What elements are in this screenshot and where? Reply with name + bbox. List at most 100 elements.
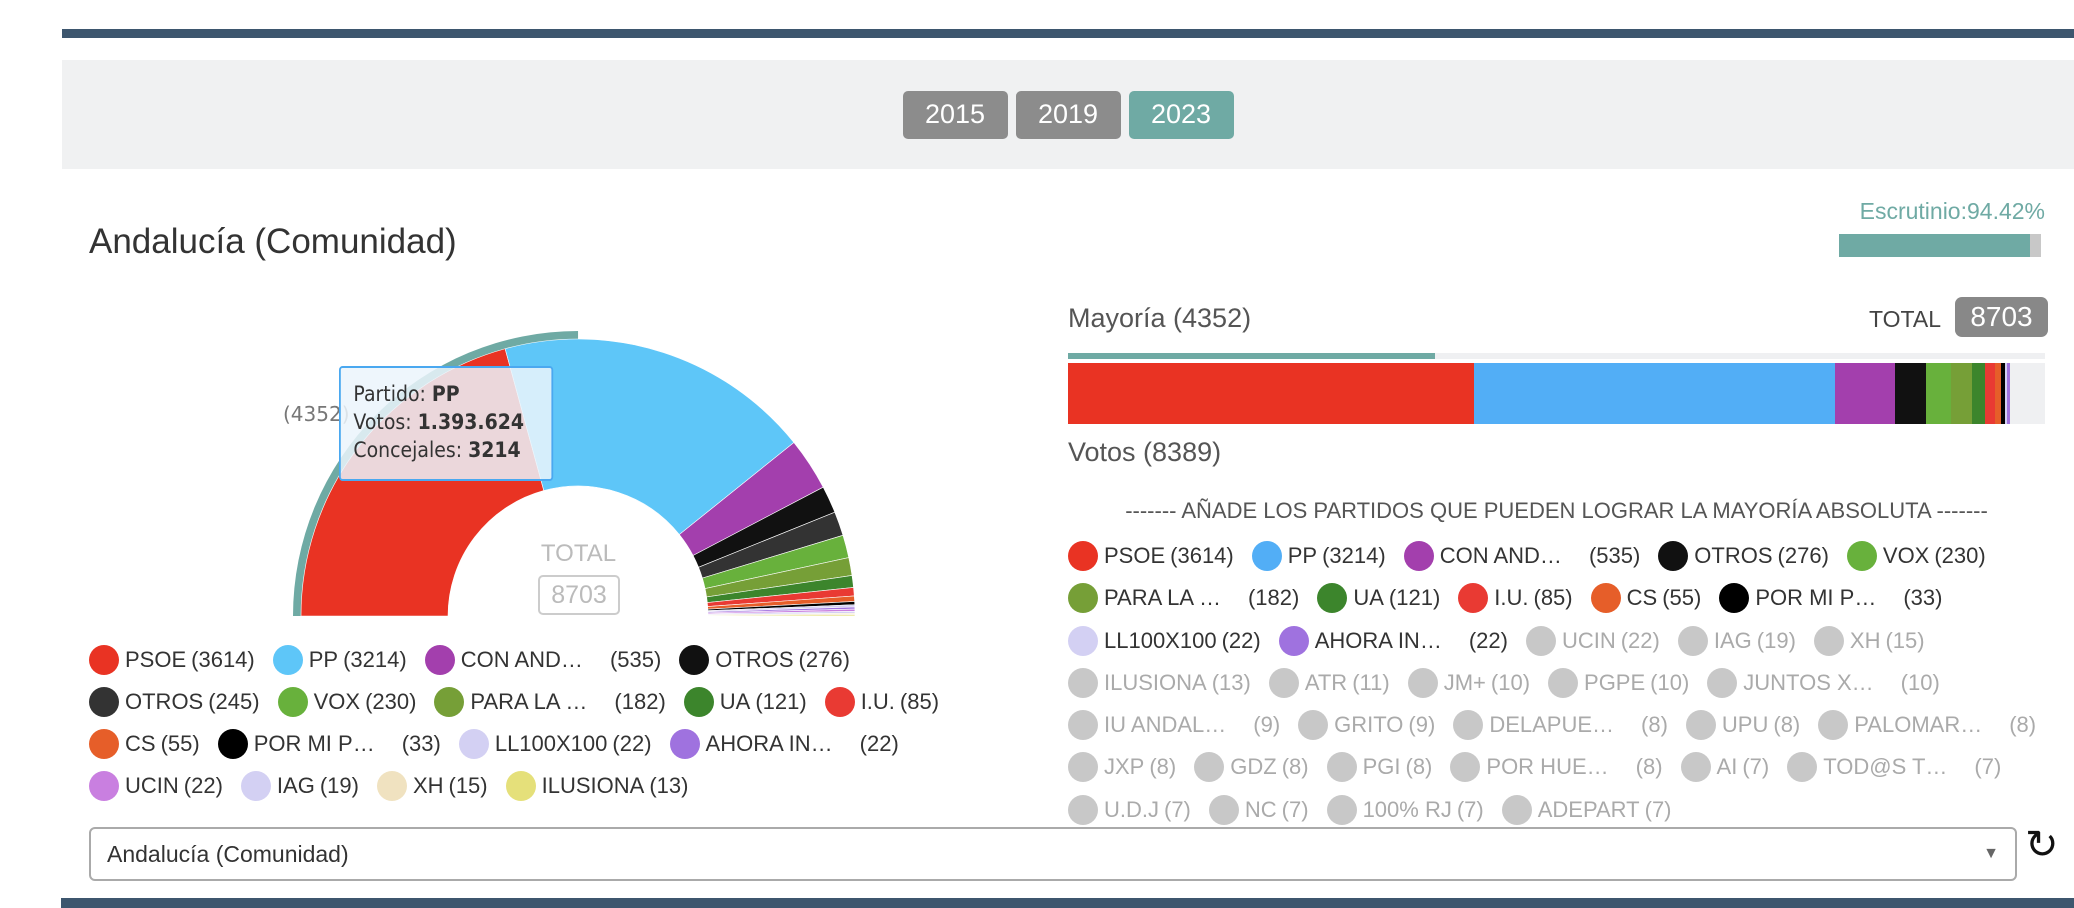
party-seats: (22) — [1221, 627, 1261, 653]
party-seats: (55) — [1662, 585, 1702, 611]
legend-item[interactable]: NC (7) — [1208, 794, 1309, 825]
legend-item[interactable]: UA (121) — [1317, 583, 1440, 614]
legend-item[interactable]: PARA LA … (182) — [1068, 583, 1300, 614]
legend-item[interactable]: AHORA IN… (22) — [669, 729, 899, 759]
party-color-dot — [1251, 541, 1282, 571]
legend-item[interactable]: CS (55) — [89, 729, 200, 759]
party-name: PARA LA … — [1104, 585, 1221, 611]
legend-item[interactable]: DELAPUE… (8) — [1453, 710, 1668, 741]
legend-item[interactable]: UA (121) — [683, 687, 807, 717]
legend-item[interactable]: OTROS (276) — [679, 645, 850, 675]
stacked-bar-segment[interactable] — [1985, 363, 1995, 424]
legend-item[interactable]: POR MI P… (33) — [1719, 583, 1943, 614]
legend-item[interactable]: VOX (230) — [1846, 541, 1986, 571]
party-color-dot — [505, 771, 536, 801]
legend-item[interactable]: PALOMAR… (8) — [1818, 710, 2036, 741]
legend-item[interactable]: JM+ (10) — [1407, 667, 1530, 698]
stacked-bar-segment[interactable] — [1994, 363, 2002, 424]
legend-item[interactable]: UCIN (22) — [1525, 625, 1660, 656]
party-color-dot — [1208, 794, 1239, 825]
legend-item[interactable]: ILUSIONA (13) — [1068, 667, 1251, 698]
party-color-dot — [1813, 625, 1844, 656]
legend-item[interactable]: 100% RJ (7) — [1326, 794, 1484, 825]
party-seats: (8) — [1149, 754, 1177, 780]
year-button-2023[interactable]: 2023 — [1128, 90, 1234, 139]
stacked-bar-segment[interactable] — [2001, 363, 2005, 424]
legend-item[interactable]: I.U. (85) — [824, 687, 939, 717]
stacked-bar-segment[interactable] — [2004, 363, 2008, 424]
hemicycle-total-label: TOTAL — [540, 540, 617, 567]
legend-item[interactable]: AHORA IN… (22) — [1278, 625, 1508, 656]
legend-item[interactable]: IAG (19) — [1677, 625, 1796, 656]
bottom-bar — [61, 898, 2074, 908]
party-color-dot — [1403, 541, 1434, 571]
year-button-2019[interactable]: 2019 — [1015, 90, 1121, 139]
legend-item[interactable]: UPU (8) — [1685, 710, 1801, 741]
legend-item[interactable]: TOD@S T… (7) — [1787, 752, 2001, 783]
legend-item[interactable]: GDZ (8) — [1194, 752, 1309, 783]
stacked-bar-segment[interactable] — [1971, 363, 1986, 424]
legend-item[interactable]: ILUSIONA (13) — [505, 771, 688, 801]
legend-item[interactable]: ATR (11) — [1268, 667, 1390, 698]
legend-item[interactable]: XH (15) — [1813, 625, 1925, 656]
legend-item[interactable]: ADEPART (7) — [1501, 794, 1672, 825]
hemicycle-total-value: 8703 — [538, 575, 620, 615]
party-seats: (33) — [1903, 585, 1943, 611]
legend-item[interactable]: IAG (19) — [240, 771, 359, 801]
legend-item[interactable]: IU ANDAL… (9) — [1068, 710, 1280, 741]
stacked-bar-segment[interactable] — [1925, 363, 1952, 424]
legend-item[interactable]: OTROS (245) — [89, 687, 260, 717]
legend-item[interactable]: JUNTOS X… (10) — [1707, 667, 1940, 698]
legend-item[interactable]: PSOE (3614) — [1068, 541, 1234, 571]
party-color-dot — [824, 687, 855, 717]
legend-item[interactable]: PP (3214) — [272, 645, 407, 675]
legend-item[interactable]: OTROS (276) — [1658, 541, 1829, 571]
region-select[interactable]: Andalucía (Comunidad) ▼ — [89, 827, 2017, 881]
legend-item[interactable]: POR MI P… (33) — [217, 729, 441, 759]
party-name: CON AND… — [1439, 543, 1562, 568]
legend-item[interactable]: PP (3214) — [1251, 541, 1386, 571]
legend-item[interactable]: AI (7) — [1680, 752, 1769, 783]
refresh-icon[interactable]: ↻ — [2025, 823, 2059, 867]
legend-item[interactable]: PSOE (3614) — [89, 645, 255, 675]
legend-item[interactable]: PGI (8) — [1326, 752, 1432, 783]
total-badge: 8703 — [1955, 297, 2048, 337]
legend-item[interactable]: GRITO (9) — [1298, 710, 1435, 741]
legend-item[interactable]: JXP (8) — [1068, 752, 1177, 783]
stacked-bar-segment[interactable] — [1473, 363, 1835, 424]
stacked-bar-segment[interactable] — [2007, 363, 2010, 424]
party-name: UA — [719, 689, 751, 714]
hemicycle-slice[interactable] — [707, 614, 856, 617]
party-color-dot — [1680, 752, 1711, 783]
party-name: U.D.J — [1104, 796, 1159, 822]
stacked-bar-segment[interactable] — [1834, 363, 1895, 424]
legend-item[interactable]: VOX (230) — [277, 687, 416, 717]
party-seats: (8) — [1773, 712, 1801, 738]
legend-item[interactable]: I.U. (85) — [1458, 583, 1573, 614]
legend-item[interactable]: CON AND… (535) — [1403, 541, 1640, 571]
party-name: PGI — [1362, 754, 1401, 780]
party-color-dot — [434, 687, 465, 717]
legend-item[interactable]: PARA LA … (182) — [434, 687, 666, 717]
party-color-dot — [1326, 794, 1357, 825]
party-color-dot — [424, 645, 455, 675]
party-seats: (182) — [1247, 585, 1300, 611]
stacked-bar-segment[interactable] — [1894, 363, 1926, 424]
party-color-dot — [1068, 710, 1098, 741]
legend-item[interactable]: CON AND… (535) — [424, 645, 661, 675]
party-color-dot — [277, 687, 308, 717]
legend-item[interactable]: U.D.J (7) — [1068, 794, 1191, 825]
stacked-bar-segment[interactable] — [1951, 363, 1972, 424]
legend-item[interactable]: LL100X100 (22) — [1068, 625, 1261, 656]
legend-item[interactable]: UCIN (22) — [89, 771, 223, 801]
legend-item[interactable]: POR HUE… (8) — [1450, 752, 1663, 783]
legend-item[interactable]: CS (55) — [1590, 583, 1702, 614]
legend-item[interactable]: XH (15) — [376, 771, 488, 801]
stacked-bar-segment[interactable] — [1068, 363, 1474, 424]
party-color-dot — [1068, 541, 1098, 571]
legend-item[interactable]: LL100X100 (22) — [458, 729, 652, 759]
party-name: UCIN — [1561, 627, 1616, 653]
year-button-2015[interactable]: 2015 — [902, 90, 1008, 139]
hemicycle-slice[interactable] — [504, 338, 795, 535]
legend-item[interactable]: PGPE (10) — [1548, 667, 1689, 698]
